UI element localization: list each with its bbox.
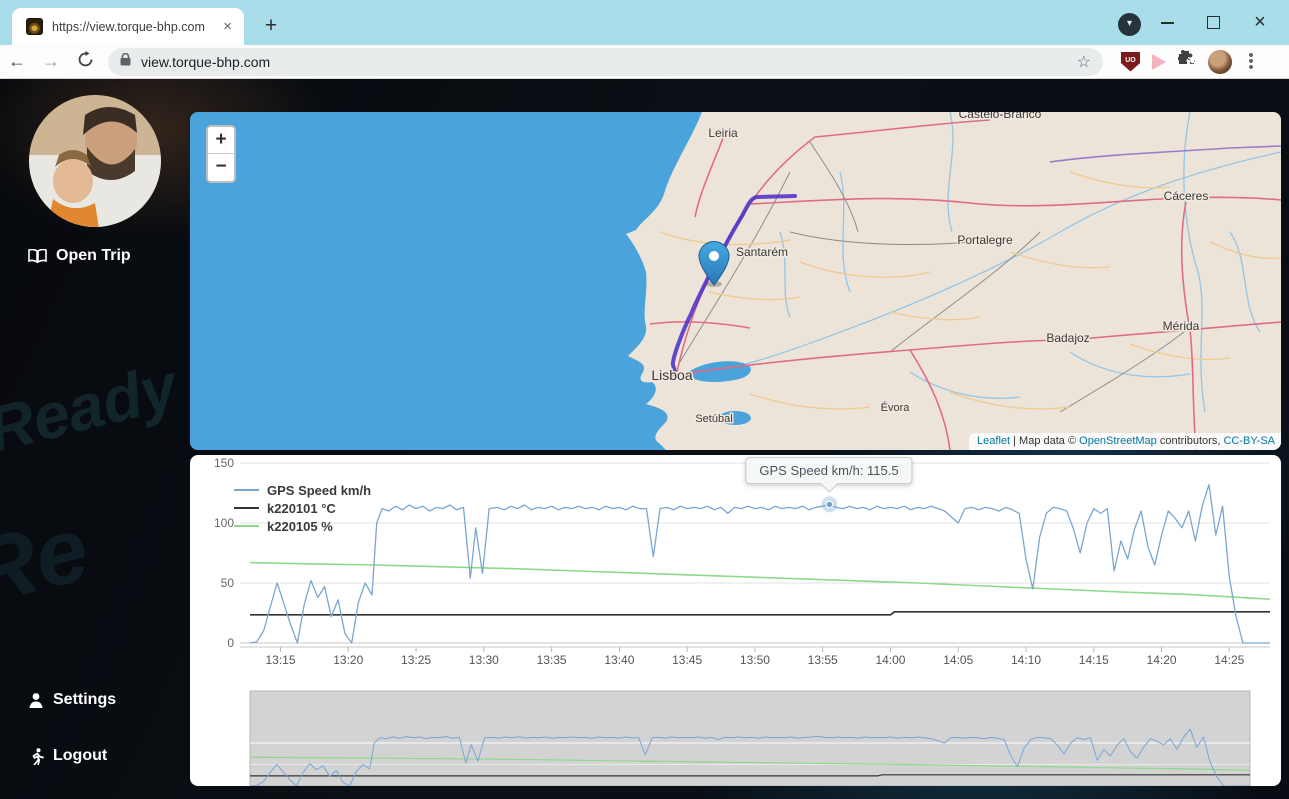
map-attribution: Leaflet | Map data © OpenStreetMap contr… <box>969 433 1281 450</box>
url-text[interactable]: view.torque-bhp.com <box>141 54 1077 70</box>
legend-swatch-gps-speed <box>234 489 259 491</box>
map-zoom-control: + − <box>206 125 236 183</box>
minimize-button[interactable] <box>1157 12 1179 34</box>
extension-area: UO ••• <box>1121 50 1258 74</box>
page-content: Ready Re <box>0 79 1289 799</box>
y-tick-label: 150 <box>214 456 234 470</box>
browser-window: https://view.torque-bhp.com × + ▾ × ← → … <box>0 0 1289 799</box>
x-tick-label: 14:20 <box>1147 653 1177 667</box>
series-line-2 <box>250 563 1270 600</box>
attribution-text: | Map data © <box>1010 435 1079 447</box>
x-tick-label: 13:25 <box>401 653 431 667</box>
city-label: Lisboa <box>651 367 692 383</box>
legend-item[interactable]: GPS Speed km/h <box>234 481 371 499</box>
sidebar: Open Trip Settings Logout <box>0 79 190 799</box>
sidebar-item-open-trip[interactable]: Open Trip <box>28 247 131 265</box>
profile-avatar[interactable] <box>1208 50 1232 74</box>
open-book-icon <box>28 249 47 264</box>
legend-item[interactable]: k220105 % <box>234 517 371 535</box>
legend-swatch-k220101 <box>234 507 259 509</box>
tab-search-button[interactable]: ▾ <box>1118 13 1141 36</box>
openstreetmap-link[interactable]: OpenStreetMap <box>1079 435 1157 447</box>
city-label: Setúbal <box>695 413 732 425</box>
zoom-in-button[interactable]: + <box>208 127 234 154</box>
forward-button[interactable]: → <box>34 51 68 72</box>
map-panel[interactable]: Leiria Castelo-Branco Cáceres Portalegre San… <box>190 112 1281 450</box>
ublock-shield-icon[interactable]: UO <box>1121 52 1140 72</box>
city-label: Badajoz <box>1046 331 1089 345</box>
city-label: Castelo-Branco <box>959 112 1042 121</box>
y-tick-label: 100 <box>214 516 234 530</box>
x-tick-label: 14:10 <box>1011 653 1041 667</box>
lock-icon[interactable] <box>120 53 131 71</box>
series-line-1 <box>250 612 1270 615</box>
sidebar-item-label: Open Trip <box>56 247 131 265</box>
city-label: Évora <box>881 401 911 414</box>
favicon-torque-icon <box>26 18 43 35</box>
chart-panel: 0 50 100 150 13:15 13:20 13:25 13:30 13:35 13:40 1… <box>190 455 1281 786</box>
address-bar[interactable]: view.torque-bhp.com ☆ <box>108 48 1103 76</box>
sidebar-item-settings[interactable]: Settings <box>28 691 116 709</box>
series-line-0 <box>250 485 1270 643</box>
running-person-icon <box>28 748 44 765</box>
back-button[interactable]: ← <box>0 51 34 72</box>
browser-tab[interactable]: https://view.torque-bhp.com × <box>12 8 244 45</box>
new-tab-button[interactable]: + <box>258 14 284 40</box>
user-avatar[interactable] <box>29 95 161 227</box>
attribution-text: contributors, <box>1157 435 1224 447</box>
x-tick-label: 14:25 <box>1214 653 1244 667</box>
x-tick-label: 13:50 <box>740 653 770 667</box>
pink-extension-icon[interactable] <box>1152 54 1166 70</box>
tooltip-point[interactable] <box>826 501 832 507</box>
x-tick-label: 13:30 <box>469 653 499 667</box>
x-tick-label: 14:00 <box>875 653 905 667</box>
sidebar-item-label: Settings <box>53 691 116 709</box>
reload-button[interactable] <box>68 51 102 73</box>
person-icon <box>28 692 44 708</box>
zoom-out-button[interactable]: − <box>208 154 234 181</box>
license-link[interactable]: CC-BY-SA <box>1223 435 1275 447</box>
maximize-button[interactable] <box>1203 12 1225 34</box>
chart-tooltip: GPS Speed km/h: 115.5 <box>745 457 912 484</box>
x-tick-label: 13:55 <box>808 653 838 667</box>
city-label: Santarém <box>736 245 788 259</box>
bookmark-star-icon[interactable]: ☆ <box>1077 52 1091 72</box>
window-close-button[interactable]: × <box>1249 12 1271 34</box>
leaflet-map[interactable]: Leiria Castelo-Branco Cáceres Portalegre San… <box>190 112 1281 450</box>
sidebar-item-logout[interactable]: Logout <box>28 747 107 765</box>
tab-close-icon[interactable]: × <box>219 18 236 35</box>
extensions-puzzle-icon[interactable] <box>1178 50 1196 73</box>
chart-legend: GPS Speed km/h k220101 °C k220105 % <box>234 481 371 535</box>
leaflet-link[interactable]: Leaflet <box>977 435 1010 447</box>
x-tick-label: 13:35 <box>537 653 567 667</box>
browser-toolbar: ← → view.torque-bhp.com ☆ UO ••• <box>0 45 1289 79</box>
x-tick-label: 14:05 <box>943 653 973 667</box>
y-tick-label: 50 <box>221 576 235 590</box>
legend-swatch-k220105 <box>234 525 259 527</box>
legend-label: GPS Speed km/h <box>267 483 371 498</box>
city-label: Leiria <box>708 126 738 140</box>
sidebar-item-label: Logout <box>53 747 107 765</box>
city-label: Mérida <box>1163 319 1200 333</box>
city-label: Portalegre <box>957 233 1013 247</box>
x-tick-label: 13:45 <box>672 653 702 667</box>
legend-item[interactable]: k220101 °C <box>234 499 371 517</box>
x-tick-label: 13:40 <box>604 653 634 667</box>
x-tick-label: 13:15 <box>265 653 295 667</box>
x-tick-label: 13:20 <box>333 653 363 667</box>
city-label: Cáceres <box>1164 189 1209 203</box>
legend-label: k220105 % <box>267 519 333 534</box>
tab-title: https://view.torque-bhp.com <box>52 20 219 34</box>
menu-kebab-icon[interactable]: ••• <box>1244 53 1258 71</box>
tab-strip: https://view.torque-bhp.com × + ▾ × <box>0 0 1289 45</box>
y-tick-label: 0 <box>227 636 234 650</box>
legend-label: k220101 °C <box>267 501 336 516</box>
window-controls: × <box>1157 0 1283 45</box>
x-tick-label: 14:15 <box>1079 653 1109 667</box>
